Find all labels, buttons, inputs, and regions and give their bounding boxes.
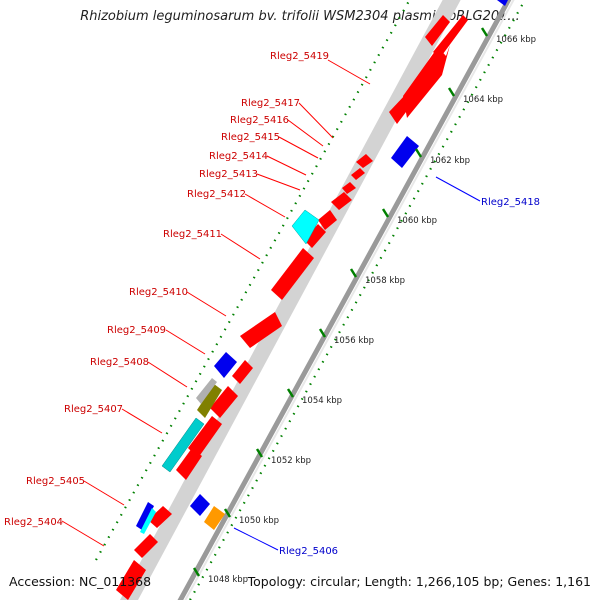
gene-leader-line	[287, 119, 324, 147]
tick-label: 1056 kbp	[334, 336, 374, 346]
tick-mark	[381, 208, 390, 218]
gene-label[interactable]: Rleg2_5417	[241, 98, 300, 109]
gene-olive-5408	[197, 384, 222, 418]
gene-leader-line	[266, 155, 307, 176]
gene-arrow-5412	[342, 182, 356, 194]
gene-label[interactable]: Rleg2_5408	[90, 357, 149, 368]
gene-cyan-5407	[161, 417, 205, 473]
gene-leader-line	[435, 176, 481, 202]
gene-leader-line	[165, 329, 206, 355]
sequence-backbone	[177, 0, 515, 600]
kbp-ticks: 1048 kbp 1050 kbp 1052 kbp 1054 kbp 1056 kbp…	[192, 27, 536, 585]
gene-label[interactable]: Rleg2_5414	[209, 151, 268, 162]
map-title: Rhizobium leguminosarum bv. trifolii WSM…	[80, 9, 520, 24]
gene-arrow-top	[425, 15, 450, 46]
tick-label: 1058 kbp	[365, 276, 405, 286]
gene-leader-line	[327, 59, 371, 85]
gene-arrow-5414	[356, 154, 373, 168]
tick-mark	[255, 448, 264, 458]
gene-label[interactable]: Rleg2_5416	[230, 115, 289, 126]
tick-label: 1052 kbp	[271, 456, 311, 466]
gene-arrow-5407c	[176, 448, 202, 480]
other-genes	[136, 0, 508, 534]
gene-leader-line	[83, 480, 125, 506]
right-gene-labels: Rleg2_5406 Rleg2_5418	[233, 176, 540, 557]
gene-arrow-5405	[148, 506, 172, 528]
gene-leader-line	[244, 193, 286, 218]
gene-leader-line	[233, 527, 279, 551]
gene-arrow-5407b	[188, 416, 222, 458]
gene-cyan-5405b	[140, 508, 156, 534]
gene-leader-line	[186, 291, 227, 317]
gene-arrow-5410	[271, 248, 314, 300]
tick-label: 1050 kbp	[239, 516, 279, 526]
tick-mark	[192, 567, 201, 577]
tick-label: 1060 kbp	[397, 216, 437, 226]
gene-arrow-5407	[210, 386, 238, 418]
gene-blue-5405	[136, 502, 154, 530]
gene-leader-line	[61, 520, 105, 547]
gene-leader-line	[220, 233, 261, 260]
gene-arrow-5412b	[331, 192, 352, 210]
outer-track	[120, 0, 461, 600]
gene-label[interactable]: Rleg2_5409	[107, 325, 166, 336]
forward-strand-genes	[116, 15, 468, 600]
tick-label: 1064 kbp	[463, 95, 503, 105]
gene-arrow-5404b	[116, 560, 146, 600]
tick-label: 1054 kbp	[302, 396, 342, 406]
gene-arrow-5411b	[304, 224, 326, 248]
gene-label[interactable]: Rleg2_5405	[26, 476, 85, 487]
gene-leader-line	[278, 136, 319, 159]
tick-mark	[414, 148, 423, 158]
tick-label: 1048 kbp	[208, 575, 248, 585]
gene-arrow-5409	[240, 312, 282, 348]
gene-label[interactable]: Rleg2_5404	[4, 517, 63, 528]
gene-label[interactable]: Rleg2_5411	[163, 229, 222, 240]
gene-label[interactable]: Rleg2_5418	[481, 197, 540, 208]
accession-text: Accession: NC_011368	[9, 574, 152, 589]
tick-mark	[286, 388, 295, 398]
gene-cyan-5411	[291, 209, 320, 245]
gene-arrow-5408	[232, 360, 253, 384]
gene-label[interactable]: Rleg2_5415	[221, 132, 280, 143]
tick-mark	[318, 328, 327, 338]
gene-label[interactable]: Rleg2_5419	[270, 51, 329, 62]
gene-label[interactable]: Rleg2_5406	[279, 546, 338, 557]
tick-mark	[480, 27, 489, 37]
gene-label[interactable]: Rleg2_5413	[199, 169, 258, 180]
gene-blue-5409	[214, 352, 237, 378]
gene-blue-5418	[391, 136, 419, 168]
gene-blue-5406	[190, 494, 210, 516]
tick-mark	[349, 268, 358, 278]
gene-arrow-5404	[134, 534, 158, 558]
left-gene-labels: Rleg2_5404 Rleg2_5405 Rleg2_5407 Rleg2_5408…	[4, 51, 371, 547]
gene-grey-5408	[196, 378, 217, 404]
gene-label[interactable]: Rleg2_5412	[187, 189, 246, 200]
gene-leader-line	[121, 408, 163, 434]
gene-leader-line	[298, 102, 334, 139]
tick-mark	[223, 508, 232, 518]
gene-arrow-5411	[318, 210, 337, 230]
gene-arrow-5419b	[389, 94, 412, 124]
gene-arrow-top2	[433, 15, 468, 58]
gene-orange-5406	[204, 506, 225, 530]
tick-label: 1066 kbp	[496, 35, 536, 45]
gene-arrow-5419	[403, 45, 450, 118]
gene-leader-line	[147, 361, 188, 388]
topology-text: Topology: circular; Length: 1,266,105 bp…	[247, 574, 591, 589]
gene-arrow-5413	[351, 168, 365, 180]
right-dotted-track	[189, 0, 527, 600]
gene-blue-top	[497, 0, 508, 6]
tick-label: 1062 kbp	[430, 156, 470, 166]
gene-leader-line	[256, 173, 301, 191]
tick-mark	[447, 87, 456, 97]
gene-label[interactable]: Rleg2_5410	[129, 287, 188, 298]
gene-label[interactable]: Rleg2_5407	[64, 404, 123, 415]
